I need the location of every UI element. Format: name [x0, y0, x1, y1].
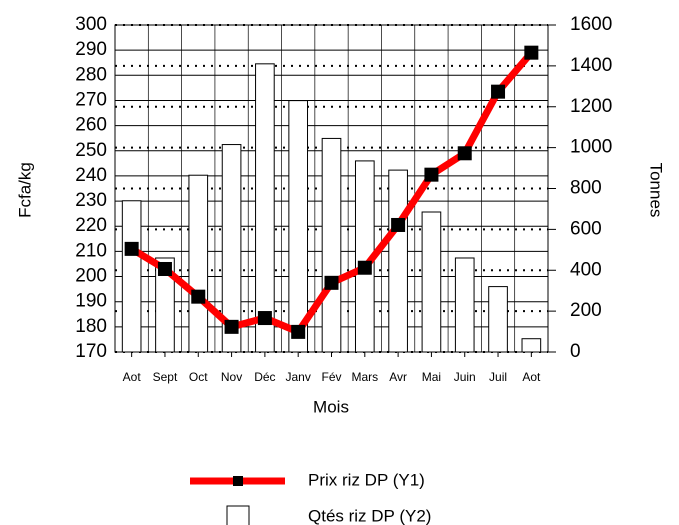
marker — [391, 217, 406, 232]
y2-tick-label: 1400 — [570, 55, 612, 76]
marker — [491, 84, 506, 99]
y2-axis-label: Tonnes — [647, 163, 666, 218]
legend-box — [226, 505, 250, 525]
y2-tick-label: 1600 — [570, 14, 612, 35]
x-tick-label: Déc — [254, 370, 275, 384]
y-tick-label: 300 — [75, 14, 107, 35]
marker — [524, 45, 539, 60]
x-tick-label: Juin — [454, 370, 476, 384]
marker — [457, 146, 472, 161]
y-tick-label: 280 — [75, 64, 107, 85]
x-tick-label: Mai — [422, 370, 441, 384]
x-tick-label: Avr — [389, 370, 407, 384]
x-tick-label: Aot — [123, 370, 142, 384]
y-tick-label: 290 — [75, 39, 107, 60]
bar — [121, 200, 142, 353]
y-axis-label: Fcfa/kg — [15, 162, 34, 218]
y-tick-label: 270 — [75, 89, 107, 110]
y-tick-label: 230 — [75, 190, 107, 211]
x-tick-label: Oct — [189, 370, 208, 384]
y-tick-label: 220 — [75, 215, 107, 236]
x-tick-label: Mars — [351, 370, 378, 384]
marker — [424, 167, 439, 182]
y2-tick-label: 0 — [570, 341, 581, 362]
legend: Prix riz DP (Y1) Qtés riz DP (Y2) — [190, 470, 431, 525]
y2-tick-label: 600 — [570, 218, 602, 239]
y2-tick-label: 800 — [570, 178, 602, 199]
marker — [257, 311, 272, 326]
y2-tick-label: 400 — [570, 259, 602, 280]
marker — [157, 261, 172, 276]
legend-label: Prix riz DP (Y1) — [308, 470, 425, 489]
marker — [191, 289, 206, 304]
bar — [521, 338, 542, 353]
legend-label: Qtés riz DP (Y2) — [308, 506, 431, 525]
y-tick-label: 240 — [75, 165, 107, 186]
x-tick-label: Nov — [221, 370, 242, 384]
marker — [357, 260, 372, 275]
x-tick-label: Sept — [153, 370, 178, 384]
y-tick-label: 190 — [75, 291, 107, 312]
x-tick-label: Fév — [321, 370, 341, 384]
bar — [321, 137, 342, 353]
y-tick-label: 180 — [75, 316, 107, 337]
legend-marker — [233, 476, 243, 486]
x-tick-label: Janv — [286, 370, 311, 384]
x-tick-label: Aot — [522, 370, 541, 384]
y-tick-label: 210 — [75, 240, 107, 261]
bar — [421, 211, 442, 353]
bar — [488, 286, 508, 353]
bar — [388, 169, 408, 353]
bar — [288, 100, 309, 353]
marker — [124, 241, 139, 256]
y2-tick-label: 200 — [570, 300, 602, 321]
marker — [324, 275, 339, 290]
bar — [188, 174, 209, 353]
marker — [224, 319, 239, 334]
x-axis-label: Mois — [313, 397, 349, 416]
y-tick-label: 260 — [75, 115, 107, 136]
bar — [255, 63, 275, 353]
y-tick-label: 170 — [75, 341, 107, 362]
y2-tick-label: 1200 — [570, 96, 612, 117]
bar — [454, 257, 475, 353]
y2-tick-label: 1000 — [570, 137, 612, 158]
y-tick-label: 250 — [75, 140, 107, 161]
x-tick-label: Juil — [489, 370, 507, 384]
y-tick-label: 200 — [75, 266, 107, 287]
marker — [291, 324, 306, 339]
